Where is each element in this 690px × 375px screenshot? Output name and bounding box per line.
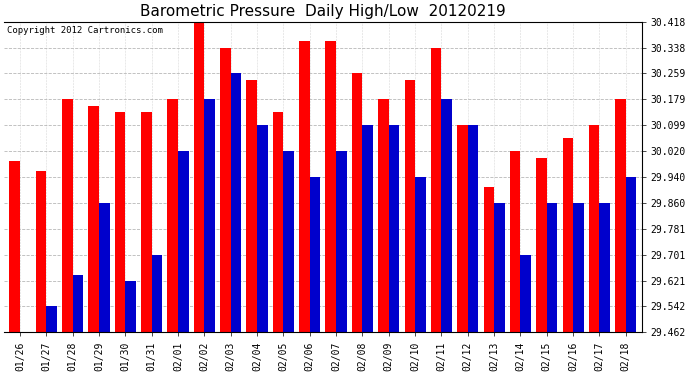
Bar [36, 171, 46, 332]
Text: Copyright 2012 Cartronics.com: Copyright 2012 Cartronics.com [8, 26, 164, 35]
Bar [257, 125, 268, 332]
Bar [246, 80, 257, 332]
Bar [168, 99, 178, 332]
Bar [46, 306, 57, 332]
Bar [326, 40, 336, 332]
Bar [562, 138, 573, 332]
Bar [431, 48, 442, 332]
Bar [99, 203, 110, 332]
Bar [284, 151, 294, 332]
Bar [72, 274, 83, 332]
Bar [415, 177, 426, 332]
Bar [336, 151, 346, 332]
Bar [484, 187, 494, 332]
Bar [352, 74, 362, 332]
Bar [362, 125, 373, 332]
Bar [589, 125, 600, 332]
Bar [468, 125, 478, 332]
Bar [115, 112, 126, 332]
Bar [388, 125, 400, 332]
Bar [152, 255, 162, 332]
Bar [573, 203, 584, 332]
Bar [273, 112, 284, 332]
Bar [536, 158, 546, 332]
Bar [299, 40, 310, 332]
Bar [378, 99, 388, 332]
Bar [404, 80, 415, 332]
Bar [442, 99, 452, 332]
Bar [220, 48, 230, 332]
Bar [126, 281, 136, 332]
Bar [230, 74, 241, 332]
Bar [494, 203, 504, 332]
Bar [10, 161, 20, 332]
Bar [62, 99, 72, 332]
Bar [310, 177, 320, 332]
Bar [141, 112, 152, 332]
Bar [510, 151, 520, 332]
Bar [457, 125, 468, 332]
Bar [520, 255, 531, 332]
Bar [204, 99, 215, 332]
Bar [178, 151, 188, 332]
Bar [546, 203, 558, 332]
Title: Barometric Pressure  Daily High/Low  20120219: Barometric Pressure Daily High/Low 20120… [140, 4, 506, 19]
Bar [626, 177, 636, 332]
Bar [615, 99, 626, 332]
Bar [600, 203, 610, 332]
Bar [194, 22, 204, 332]
Bar [88, 106, 99, 332]
